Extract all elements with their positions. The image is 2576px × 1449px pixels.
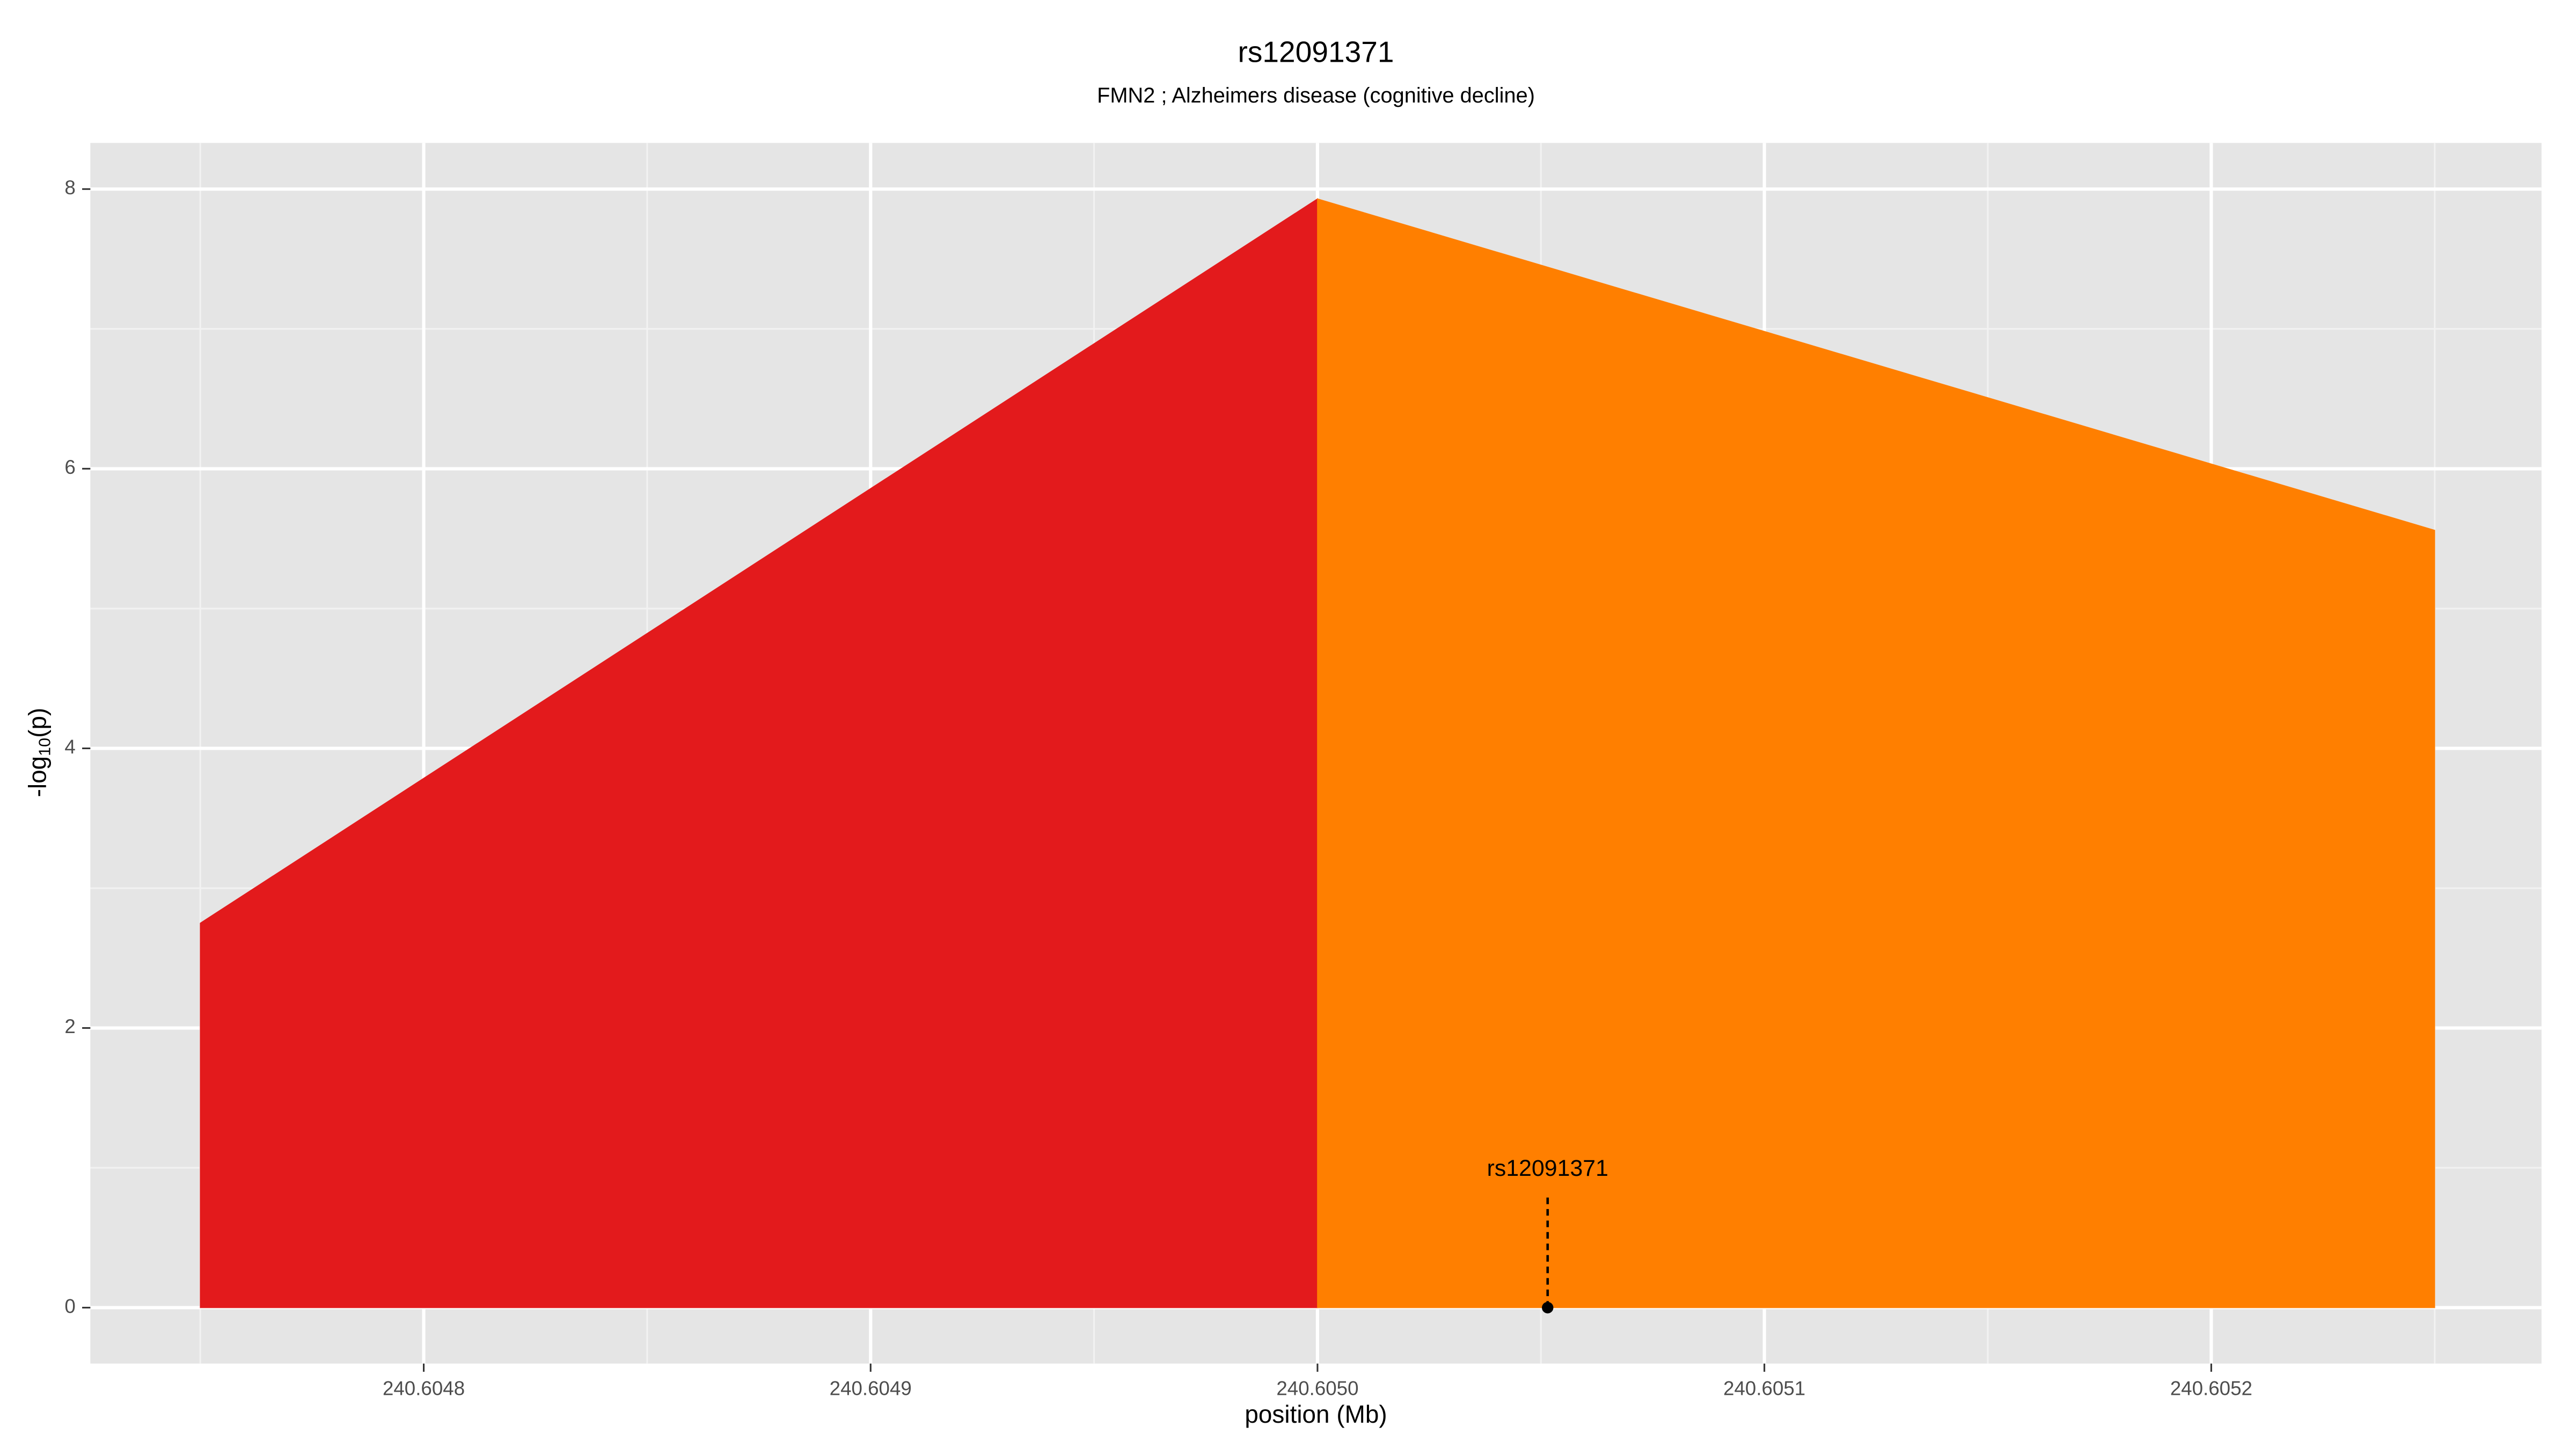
y-label-part: (p) xyxy=(24,708,52,738)
x-tick-label: 240.6049 xyxy=(830,1377,912,1399)
y-axis-label: -log10(p) xyxy=(24,708,54,797)
area xyxy=(1317,198,2435,1308)
x-tick-label: 240.6052 xyxy=(2170,1377,2252,1399)
y-tick-label: 6 xyxy=(64,456,75,478)
y-tick-label: 8 xyxy=(64,177,75,199)
y-label-part: -log xyxy=(24,756,52,797)
chart-title: rs12091371 xyxy=(1238,35,1394,69)
x-tick-label: 240.6051 xyxy=(1723,1377,1805,1399)
y-tick-label: 2 xyxy=(64,1015,75,1037)
annotation-point xyxy=(1542,1301,1554,1314)
x-tick-label: 240.6048 xyxy=(383,1377,465,1399)
x-tick-label: 240.6050 xyxy=(1276,1377,1358,1399)
annotation-label: rs12091371 xyxy=(1487,1155,1608,1181)
x-axis-label: position (Mb) xyxy=(1245,1400,1387,1428)
y-label-subscript: 10 xyxy=(36,738,54,756)
chart-subtitle: FMN2 ; Alzheimers disease (cognitive dec… xyxy=(1097,84,1535,107)
y-tick-label: 0 xyxy=(64,1295,75,1317)
y-tick-label: 4 xyxy=(64,736,75,758)
